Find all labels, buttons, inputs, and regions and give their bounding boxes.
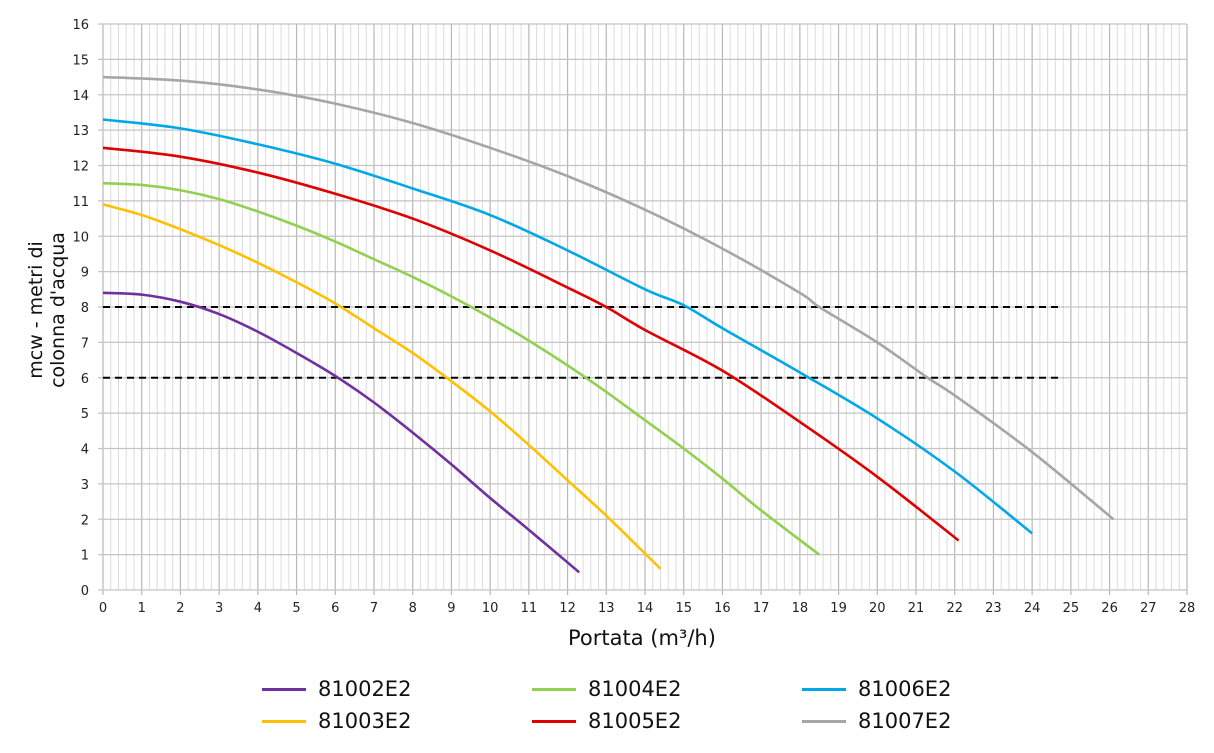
y-tick-label: 5 — [81, 407, 89, 422]
x-tick-label: 12 — [559, 601, 576, 616]
legend-label: 81003E2 — [318, 709, 412, 733]
x-tick-label: 11 — [521, 601, 538, 616]
x-tick-label: 26 — [1101, 601, 1118, 616]
legend-swatch — [532, 719, 576, 723]
x-tick-label: 28 — [1179, 601, 1196, 616]
x-tick-label: 16 — [714, 601, 731, 616]
series-line-81004E2 — [102, 181, 821, 556]
x-tick-label: 18 — [792, 601, 809, 616]
x-tick-label: 23 — [985, 601, 1002, 616]
x-tick-label: 7 — [370, 601, 378, 616]
x-tick-label: 22 — [946, 601, 963, 616]
legend-swatch — [802, 719, 846, 723]
x-tick-label: 27 — [1140, 601, 1157, 616]
x-tick-label: 19 — [830, 601, 847, 616]
y-tick-label: 8 — [81, 301, 89, 316]
x-tick-label: 25 — [1063, 601, 1080, 616]
legend-label: 81002E2 — [318, 677, 412, 701]
x-tick-label: 20 — [869, 601, 886, 616]
legend: 81002E2 81004E2 81006E2 81003E2 81005E2 … — [262, 676, 1072, 734]
x-tick-label: 0 — [99, 601, 107, 616]
y-tick-label: 15 — [72, 53, 89, 68]
y-tick-label: 4 — [81, 443, 89, 458]
legend-swatch — [262, 687, 306, 691]
y-tick-label: 12 — [72, 160, 89, 175]
series-line-81007E2 — [102, 75, 1115, 521]
x-tick-label: 6 — [331, 601, 339, 616]
y-tick-label: 11 — [72, 195, 89, 210]
y-tick-label: 0 — [81, 584, 89, 599]
series-line-81002E2 — [102, 291, 581, 574]
legend-item: 81003E2 — [262, 708, 532, 734]
y-tick-label: 10 — [72, 230, 89, 245]
series-line-81005E2 — [102, 146, 960, 542]
x-tick-label: 17 — [753, 601, 770, 616]
legend-label: 81006E2 — [858, 677, 952, 701]
y-tick-label: 3 — [81, 478, 89, 493]
x-tick-label: 8 — [409, 601, 417, 616]
legend-swatch — [262, 719, 306, 723]
y-axis-label-line-2: colonna d'acqua — [47, 232, 69, 388]
y-tick-label: 6 — [81, 372, 89, 387]
x-tick-label: 5 — [292, 601, 300, 616]
x-tick-label: 24 — [1024, 601, 1041, 616]
legend-item: 81005E2 — [532, 708, 802, 734]
legend-swatch — [802, 687, 846, 691]
y-tick-label: 2 — [81, 513, 89, 528]
x-tick-label: 14 — [637, 601, 654, 616]
x-tick-label: 9 — [447, 601, 455, 616]
legend-label: 81004E2 — [588, 677, 682, 701]
x-tick-label: 4 — [254, 601, 262, 616]
legend-item: 81004E2 — [532, 676, 802, 702]
legend-item: 81006E2 — [802, 676, 1072, 702]
x-tick-label: 3 — [215, 601, 223, 616]
legend-item: 81002E2 — [262, 676, 532, 702]
y-tick-label: 1 — [81, 549, 89, 564]
y-tick-label: 7 — [81, 336, 89, 351]
x-tick-label: 15 — [675, 601, 692, 616]
y-axis-label-line-1: mcw - metri di — [25, 241, 47, 379]
x-tick-label: 2 — [176, 601, 184, 616]
x-tick-label: 21 — [908, 601, 925, 616]
y-tick-label: 13 — [72, 124, 89, 139]
y-tick-label: 9 — [81, 266, 89, 281]
y-tick-label: 14 — [72, 89, 89, 104]
legend-item: 81007E2 — [802, 708, 1072, 734]
series-line-81003E2 — [102, 203, 662, 570]
legend-label: 81007E2 — [858, 709, 952, 733]
x-tick-label: 10 — [482, 601, 499, 616]
series-line-81006E2 — [102, 118, 1033, 535]
y-tick-label: 16 — [72, 18, 89, 33]
legend-swatch — [532, 687, 576, 691]
x-tick-label: 1 — [138, 601, 146, 616]
y-axis-label: mcw - metri di colonna d'acqua — [18, 230, 78, 390]
legend-label: 81005E2 — [588, 709, 682, 733]
x-tick-label: 13 — [598, 601, 615, 616]
x-axis-label: Portata (m³/h) — [568, 626, 716, 650]
